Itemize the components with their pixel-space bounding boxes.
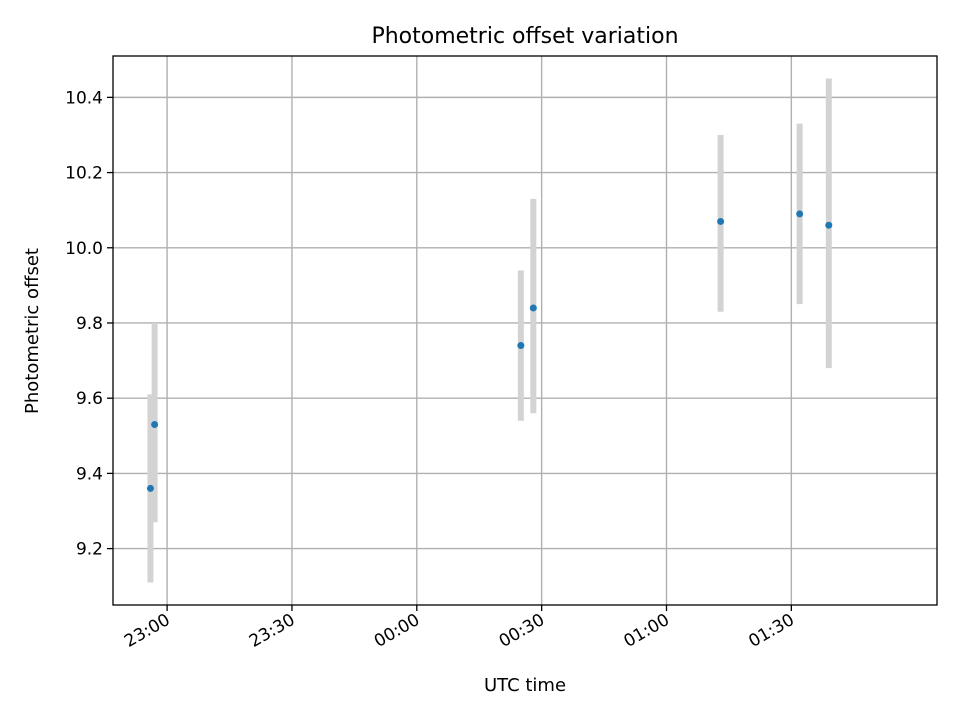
plot-frame <box>112 55 938 606</box>
data-point <box>146 484 154 492</box>
x-axis-label: UTC time <box>484 675 566 696</box>
chart-title: Photometric offset variation <box>371 24 678 49</box>
y-tick-label: 9.4 <box>76 464 103 484</box>
data-point <box>825 221 833 229</box>
y-tick-label: 9.2 <box>76 540 103 560</box>
y-axis-label: Photometric offset <box>22 248 43 414</box>
y-tick-label: 10.4 <box>65 88 103 108</box>
data-point <box>529 304 537 312</box>
y-tick-label: 10.0 <box>65 239 103 259</box>
data-point <box>517 342 525 350</box>
data-point <box>151 421 159 429</box>
y-tick-label: 10.2 <box>65 164 103 184</box>
data-points <box>146 210 833 492</box>
y-tick-label: 9.6 <box>76 389 103 409</box>
data-point <box>796 210 804 218</box>
data-point <box>717 217 725 225</box>
y-axis-ticks: 9.2 9.4 9.6 9.8 10.0 10.2 10.4 <box>65 88 113 560</box>
y-tick-label: 9.8 <box>76 314 103 334</box>
grid-lines <box>113 56 937 605</box>
